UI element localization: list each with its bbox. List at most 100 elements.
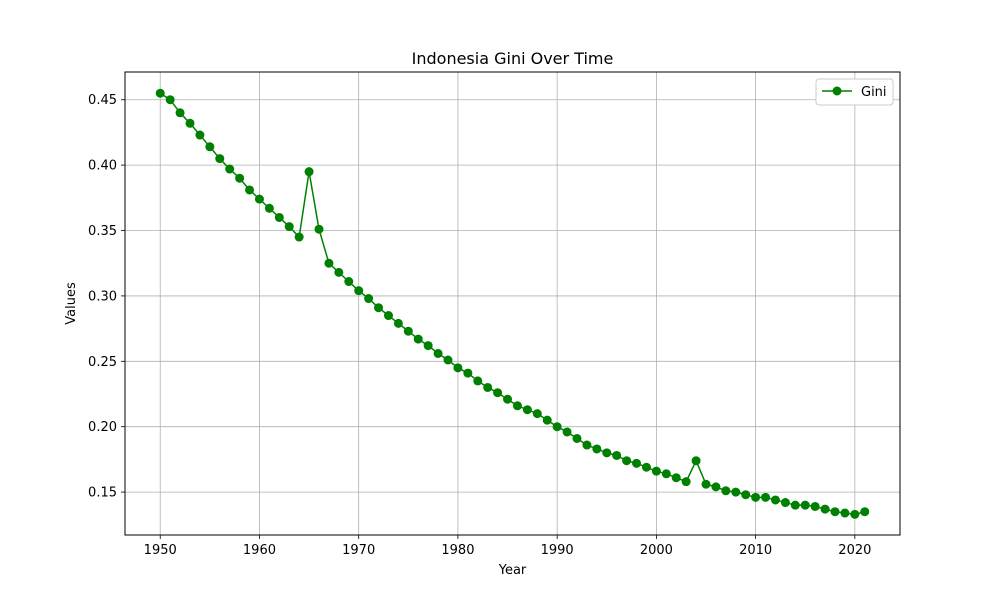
data-point	[770, 495, 780, 505]
data-point	[264, 203, 274, 213]
data-point	[294, 232, 304, 242]
data-point	[235, 173, 245, 183]
data-point	[691, 456, 701, 466]
data-point	[622, 456, 632, 466]
y-axis-ticks: 0.15 0.20 0.25 0.30 0.35 0.40 0.45	[88, 93, 125, 501]
data-point	[473, 376, 483, 386]
data-point	[661, 469, 671, 479]
data-point	[284, 222, 294, 232]
chart-title: Indonesia Gini Over Time	[412, 49, 614, 68]
legend: Gini	[815, 78, 894, 106]
data-point	[383, 311, 393, 321]
data-point	[483, 382, 493, 392]
data-point	[443, 355, 453, 365]
data-point	[393, 318, 403, 328]
data-point	[612, 450, 622, 460]
data-point	[651, 466, 661, 476]
data-point	[344, 277, 354, 287]
legend-box	[815, 78, 894, 106]
data-point	[185, 118, 195, 128]
data-point	[205, 142, 215, 152]
data-point	[413, 334, 423, 344]
data-point	[493, 388, 503, 398]
data-point	[711, 482, 721, 492]
data-point	[215, 154, 225, 164]
x-tick-label: 1950	[144, 543, 177, 558]
y-tick-label: 0.35	[88, 224, 117, 239]
data-point	[423, 341, 433, 351]
data-point	[592, 444, 602, 454]
data-point	[195, 130, 205, 140]
data-point	[354, 286, 364, 296]
y-tick-label: 0.25	[88, 355, 117, 370]
data-point	[741, 490, 751, 500]
data-point	[225, 164, 235, 174]
data-point	[780, 498, 790, 508]
data-point	[790, 500, 800, 510]
data-point	[820, 504, 830, 514]
data-point	[453, 363, 463, 373]
y-tick-label: 0.40	[88, 159, 117, 174]
data-point	[830, 507, 840, 517]
y-axis-label: Values	[64, 282, 79, 325]
data-point	[751, 492, 761, 502]
plot-area-frame	[124, 71, 901, 536]
data-point	[463, 368, 473, 378]
series-layer	[155, 88, 870, 519]
data-point	[304, 167, 314, 177]
data-point	[810, 501, 820, 511]
data-point	[671, 473, 681, 483]
data-point	[572, 433, 582, 443]
data-point	[334, 267, 344, 277]
x-tick-label: 2020	[838, 543, 871, 558]
data-point	[532, 409, 542, 419]
data-point	[840, 508, 850, 518]
y-tick-label: 0.20	[88, 420, 117, 435]
data-point	[245, 185, 255, 195]
data-point	[800, 500, 810, 510]
data-point	[522, 405, 532, 415]
x-tick-label: 1980	[441, 543, 474, 558]
data-point	[850, 509, 860, 519]
data-point	[552, 422, 562, 432]
x-tick-label: 2010	[739, 543, 772, 558]
x-tick-label: 1990	[541, 543, 574, 558]
data-point	[562, 427, 572, 437]
x-tick-label: 1960	[243, 543, 276, 558]
y-tick-label: 0.30	[88, 289, 117, 304]
legend-label-gini: Gini	[861, 85, 887, 100]
data-point	[641, 462, 651, 472]
data-point	[175, 108, 185, 118]
data-point	[860, 507, 870, 517]
data-point	[582, 440, 592, 450]
data-point	[701, 479, 711, 489]
grid-lines	[125, 72, 900, 535]
data-point	[364, 294, 374, 304]
data-point	[721, 486, 731, 496]
data-point	[731, 487, 741, 497]
data-point	[274, 212, 284, 222]
x-tick-label: 1970	[342, 543, 375, 558]
data-point	[374, 303, 384, 313]
data-point	[254, 194, 264, 204]
data-point	[503, 394, 513, 404]
data-point	[542, 415, 552, 425]
data-point	[681, 477, 691, 487]
x-axis-ticks: 1950 1960 1970 1980 1990 2000 2010 2020	[144, 535, 871, 558]
data-point	[155, 88, 165, 98]
data-point	[602, 448, 612, 458]
y-tick-label: 0.45	[88, 93, 117, 108]
y-tick-label: 0.15	[88, 486, 117, 501]
data-point	[403, 326, 413, 336]
series-line-gini	[159, 92, 865, 516]
data-point	[761, 492, 771, 502]
legend-marker-swatch	[832, 86, 842, 96]
data-point	[632, 458, 642, 468]
data-point	[314, 224, 324, 234]
x-tick-label: 2000	[640, 543, 673, 558]
x-axis-label: Year	[498, 563, 527, 578]
data-point	[433, 348, 443, 358]
data-point	[324, 258, 334, 268]
